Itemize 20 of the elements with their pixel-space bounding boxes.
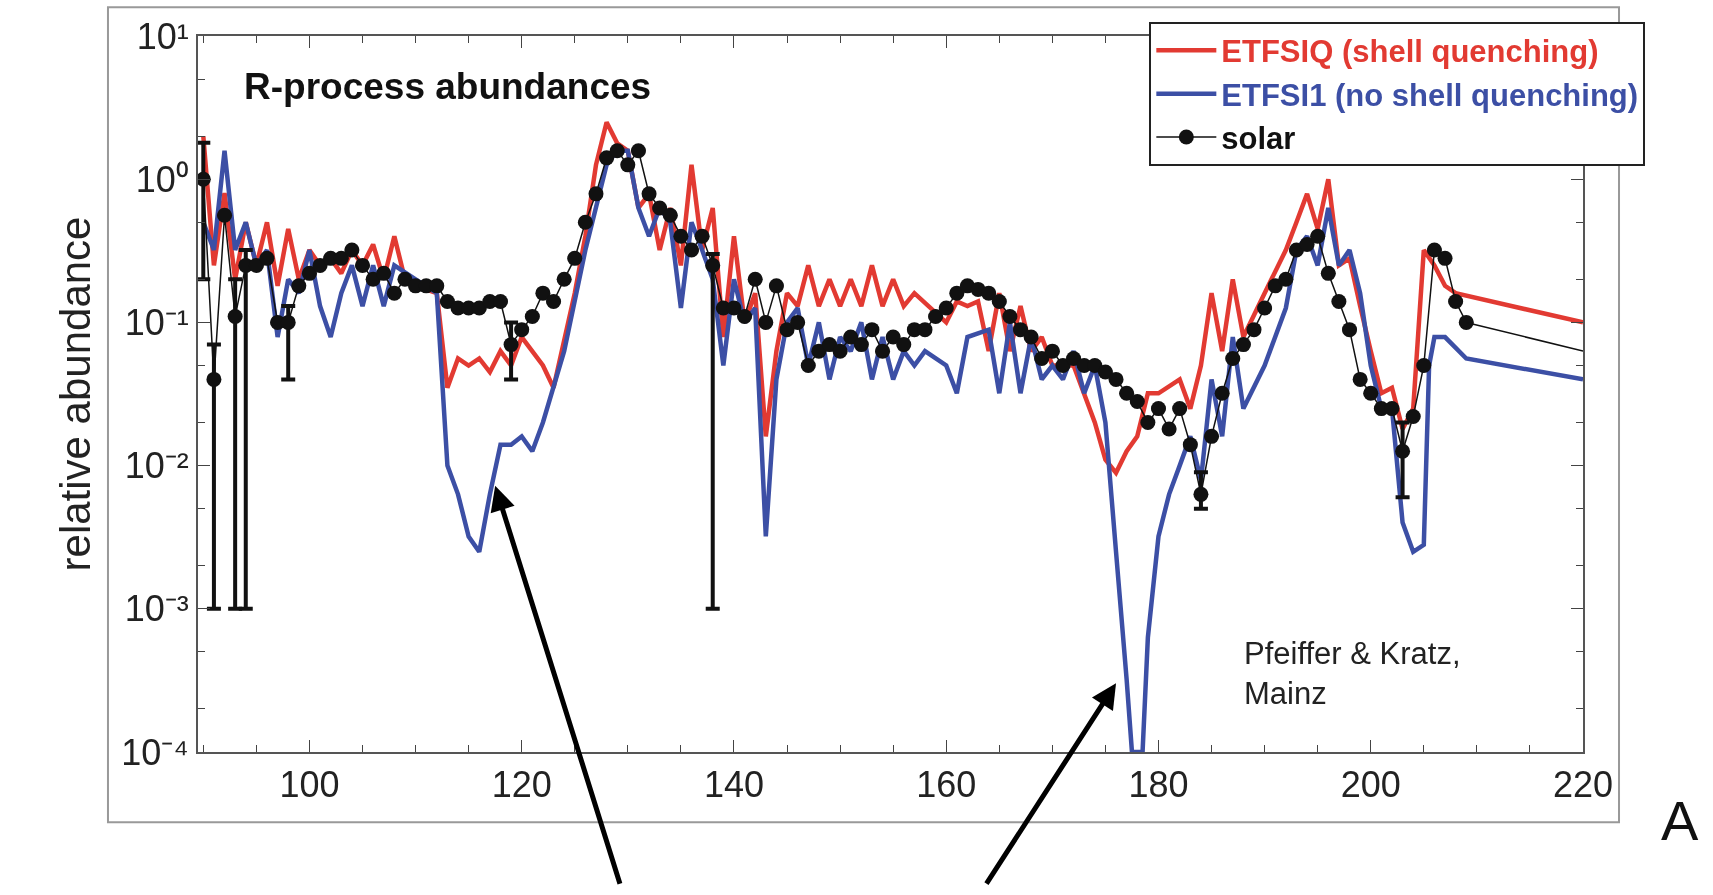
x-tick-label: 100: [279, 764, 340, 806]
legend-label: ETFSIQ (shell quenching): [1221, 34, 1599, 70]
x-tick-label: 140: [703, 764, 764, 806]
y-tick-label: 10⁻⁴: [121, 731, 189, 773]
y-axis-title: relative abundance: [51, 216, 99, 572]
y-tick-label: 10⁻²: [124, 445, 189, 487]
y-tick-label: 10⁻³: [124, 588, 189, 630]
x-tick-label: 200: [1340, 764, 1401, 806]
y-tick-label: 10¹: [136, 15, 189, 57]
text: R-process abundances: [244, 66, 652, 107]
legend-label: solar: [1221, 121, 1296, 157]
annotation: Pfeiffer & Kratz, Mainz: [1244, 636, 1461, 712]
x-tick-label: 120: [491, 764, 552, 806]
y-tick-label: 10⁰: [135, 158, 189, 200]
x-tick-label: 160: [916, 764, 977, 806]
legend-label: ETFSI1 (no shell quenching): [1221, 77, 1639, 113]
x-axis-title: A: [1661, 789, 1699, 852]
x-tick-label: 220: [1552, 764, 1614, 806]
x-tick-label: 180: [1128, 764, 1189, 806]
y-tick-label: 10⁻¹: [124, 302, 189, 343]
